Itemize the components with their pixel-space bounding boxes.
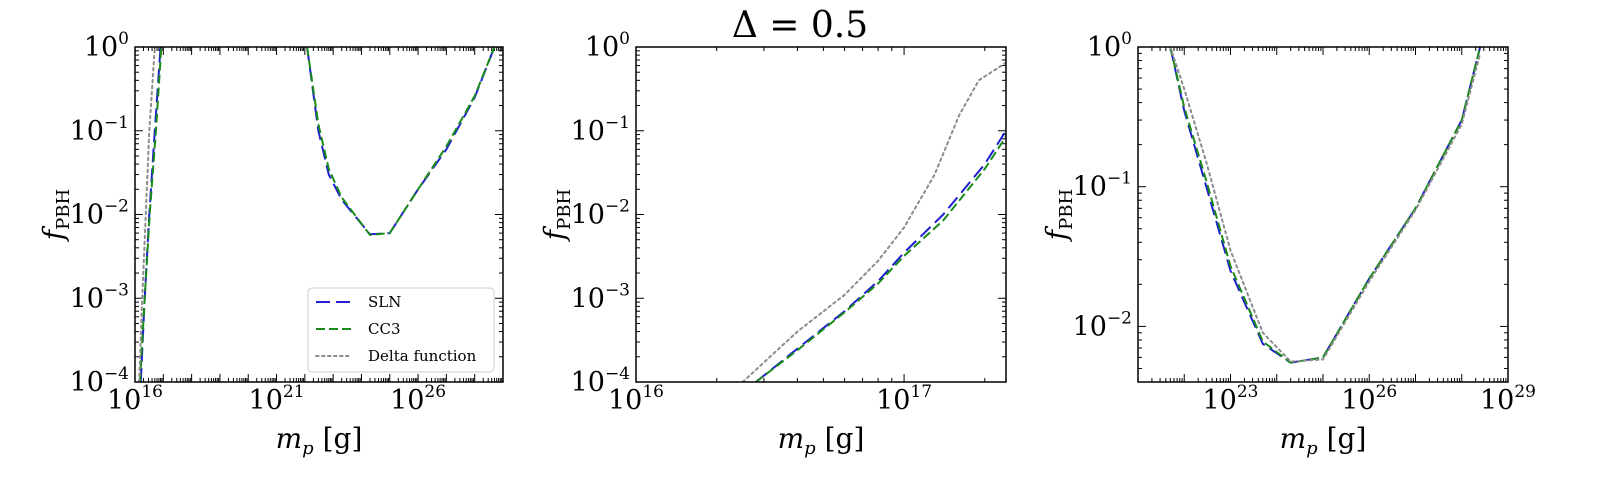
y-tick-label: 10−1 (571, 113, 630, 147)
x-axis-label: mp [g] (1280, 422, 1367, 459)
figure-title: Δ = 0.5 (732, 5, 868, 46)
y-tick-label: 10−1 (1073, 169, 1132, 203)
x-tick-label: 1021 (249, 382, 305, 416)
y-tick-label: 100 (585, 29, 630, 63)
plot-frame (134, 46, 504, 383)
y-tick-label: 10−1 (70, 113, 129, 147)
y-tick-label: 10−3 (571, 280, 630, 314)
legend-label: CC3 (368, 320, 401, 338)
x-axis-label: mp [g] (276, 422, 363, 459)
x-tick-label: 1023 (1203, 382, 1259, 416)
y-tick-label: 100 (84, 29, 129, 63)
x-tick-label: 1026 (390, 382, 446, 416)
series-delta-function (138, 47, 156, 382)
y-axis-label: fPBH (37, 189, 74, 242)
y-axis-label: fPBH (1040, 189, 1077, 242)
y-axis-label: fPBH (538, 189, 575, 242)
plot-frame (635, 46, 1007, 383)
series-line (1169, 47, 1482, 363)
legend-label: Delta function (368, 347, 477, 365)
x-tick-label: 1017 (876, 382, 932, 416)
y-tick-label: 100 (1087, 29, 1132, 63)
y-tick-label: 10−3 (70, 280, 129, 314)
panel-3: 1023 1026 1029 100 10−1 10−2 mp [g] fPBH (1040, 29, 1536, 459)
series-sln (1169, 47, 1482, 364)
legend: SLN CC3 Delta function (307, 287, 495, 373)
x-tick-label: 1016 (608, 382, 664, 416)
legend-label: SLN (368, 293, 401, 311)
y-tick-label: 10−2 (571, 197, 630, 231)
y-tick-label: 10−2 (1073, 308, 1132, 342)
series-line (138, 47, 163, 382)
series-line (138, 47, 156, 382)
series-sln (755, 130, 1006, 382)
series-delta-function (741, 61, 1006, 382)
panel-2: 1016 1017 100 10−1 10−2 10−3 10−4 mp [g] fPBH (538, 29, 1007, 459)
series-line (306, 47, 496, 236)
y-tick-label: 10−2 (70, 197, 129, 231)
series-line (1169, 47, 1482, 364)
series-line (139, 47, 162, 382)
series-line (1169, 47, 1482, 364)
y-tick-label: 10−4 (70, 364, 129, 398)
x-tick-label: 1026 (1341, 382, 1397, 416)
plot-frame (1137, 46, 1509, 383)
series-line (741, 61, 1006, 382)
series-line (755, 130, 1006, 382)
series-cc3 (1169, 47, 1482, 364)
panel-1: 1016 1021 1026 100 10−1 10−2 10−3 10−4 mp [g] fPB… (37, 29, 504, 459)
x-tick-label: 1016 (107, 382, 163, 416)
minor-ticks (1137, 46, 1509, 383)
series-cc3 (755, 136, 1006, 382)
x-axis-label: mp [g] (778, 422, 865, 459)
series-delta-function (1169, 47, 1482, 363)
y-tick-label: 10−4 (571, 364, 630, 398)
series-cc3 (138, 47, 496, 382)
series-line (755, 136, 1006, 382)
series-line (306, 47, 496, 236)
x-tick-label: 1029 (1480, 382, 1536, 416)
